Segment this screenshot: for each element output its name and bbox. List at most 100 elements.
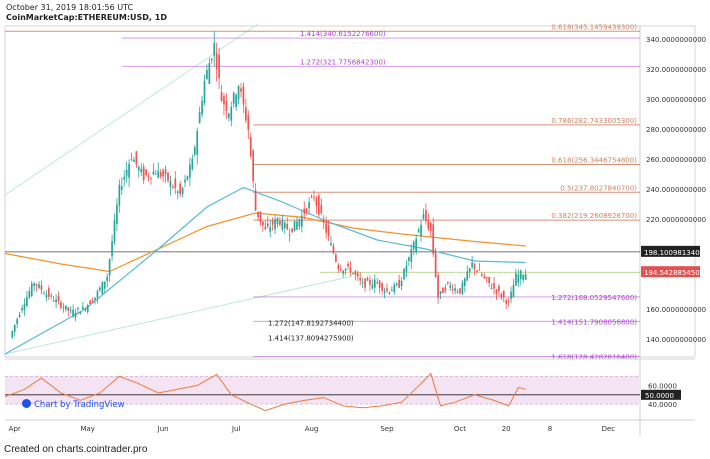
candle-body-208 [517, 274, 520, 283]
candle-body-145 [364, 278, 366, 288]
candle-body-179 [446, 282, 449, 284]
candle-body-181 [451, 289, 454, 291]
candle-body-120 [303, 208, 306, 214]
candle-body-175 [437, 275, 439, 298]
candle-body-207 [515, 273, 517, 286]
candle-body-200 [498, 286, 500, 292]
candle-body-10 [35, 283, 38, 286]
candle-body-72 [186, 176, 189, 180]
tradingview-icon [22, 399, 31, 408]
candle-body-201 [500, 293, 503, 298]
candle-body-19 [57, 295, 60, 301]
candle-body-198 [493, 283, 495, 289]
candle-body-127 [320, 204, 323, 214]
ema-slow-line [4, 212, 526, 273]
candle-body-3 [18, 314, 21, 317]
candle-body-193 [481, 274, 483, 276]
rsi-line [4, 372, 526, 412]
price-tag-0: 198.1009813400 [644, 249, 704, 257]
candle-body-20 [60, 302, 62, 308]
price-tag-bg-1 [641, 266, 700, 278]
candle-body-172 [429, 222, 432, 231]
candle-body-70 [181, 187, 184, 195]
candle-body-60 [157, 170, 160, 179]
candle-body-104 [264, 226, 267, 230]
candle-body-204 [507, 300, 510, 302]
candle-body-48 [128, 163, 130, 178]
candle-body-182 [454, 288, 456, 291]
candle-body-89 [227, 113, 230, 118]
candle-body-23 [67, 307, 70, 311]
candle-body-101 [257, 211, 259, 218]
y-tick-label-0: 340.0000000000 [646, 36, 706, 44]
fib-label-5: 0.5(237.8027840700) [560, 184, 637, 192]
candle-body-183 [456, 291, 459, 293]
candle-body-37 [101, 281, 104, 295]
candle-body-0 [11, 330, 14, 338]
candle-body-11 [38, 284, 40, 288]
candle-body-146 [366, 278, 369, 281]
candle-body-8 [30, 283, 33, 296]
candle-body-36 [99, 287, 101, 291]
candle-body-173 [432, 224, 435, 254]
candle-body-131 [330, 243, 332, 246]
tradingview-badge[interactable]: Chart by TradingView [22, 399, 125, 410]
rsi-tick-label-0: 60.0000 [648, 383, 677, 391]
candle-body-205 [510, 291, 512, 299]
candle-body-13 [43, 293, 45, 295]
candle-body-55 [145, 169, 147, 176]
candle-body-15 [47, 288, 50, 297]
candle-body-185 [461, 282, 464, 294]
candle-body-128 [322, 219, 325, 223]
candle-body-190 [473, 263, 476, 269]
candle-body-154 [386, 288, 388, 291]
time-axis[interactable]: Apr May Jun Jul Aug Sep Oct 20 8 Dec [5, 419, 695, 433]
candle-body-59 [154, 173, 157, 175]
candle-body-6 [26, 296, 28, 306]
candle-body-130 [327, 225, 330, 237]
candle-body-125 [315, 198, 318, 206]
candle-body-99 [252, 150, 255, 182]
candle-body-75 [193, 147, 196, 155]
footer-credit: Created on charts.cointrader.pro [4, 444, 148, 455]
chart-symbol: CoinMarketCap:ETHEREUM:USD, 1D [6, 13, 167, 22]
candle-body-92 [235, 94, 237, 107]
candle-body-206 [512, 284, 515, 298]
candle-body-88 [225, 100, 228, 111]
candle-body-62 [162, 170, 164, 177]
price-tag-bg-0 [641, 245, 700, 257]
candle-body-67 [174, 178, 177, 188]
candle-body-64 [167, 172, 169, 181]
fib-label-7: 1.272(168.0529547600) [551, 294, 637, 302]
trend-line-0 [4, 23, 259, 196]
candle-body-97 [247, 115, 250, 130]
candle-body-105 [266, 223, 269, 227]
candle-body-148 [371, 284, 374, 289]
candle-body-98 [249, 137, 252, 157]
candle-body-122 [308, 202, 310, 209]
candle-body-22 [64, 305, 67, 310]
candle-body-124 [313, 197, 315, 199]
candle-body-115 [291, 228, 293, 232]
candle-body-112 [283, 222, 286, 229]
candle-body-141 [354, 271, 357, 275]
x-tick-label-6: Oct [454, 425, 466, 433]
candle-body-87 [223, 96, 225, 105]
y-tick-label-6: 220.0000000000 [646, 216, 706, 224]
candle-body-39 [106, 276, 109, 282]
candle-body-53 [140, 168, 143, 173]
candle-body-166 [415, 238, 418, 253]
candle-body-80 [206, 70, 208, 79]
candle-body-156 [390, 290, 393, 292]
candle-body-139 [349, 267, 352, 273]
candle-body-140 [352, 273, 354, 275]
candle-body-167 [417, 229, 420, 232]
candle-body-94 [240, 88, 242, 92]
price-pane[interactable]: 340.0000000000 320.0000000000 300.00000000… [4, 23, 706, 435]
candle-body-63 [164, 169, 167, 175]
candle-body-56 [147, 176, 150, 178]
candle-body-65 [169, 180, 172, 187]
candle-body-143 [359, 277, 362, 281]
